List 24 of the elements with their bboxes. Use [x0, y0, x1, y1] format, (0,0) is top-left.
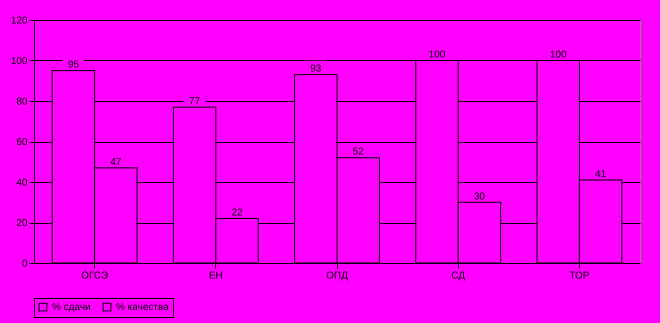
y-tick-label: 100 — [10, 56, 28, 67]
x-tick-label: СД — [451, 270, 466, 282]
x-tick-label: ОГСЭ — [81, 270, 108, 282]
x-tick-label: ОПД — [326, 270, 348, 282]
data-label: 77 — [189, 96, 201, 108]
data-label: 100 — [428, 50, 446, 60]
y-tick-label: 120 — [10, 16, 28, 26]
y-tick-label: 20 — [16, 218, 28, 229]
data-label: 41 — [595, 168, 607, 180]
data-label: 30 — [474, 191, 486, 202]
y-tick-label: 80 — [16, 96, 28, 108]
data-label: 47 — [110, 156, 122, 168]
data-label: 95 — [68, 60, 80, 71]
y-tick-label: 40 — [16, 178, 28, 188]
x-tick-label: ЕН — [208, 270, 223, 282]
x-tick-label: ТОР — [569, 270, 590, 282]
data-label: 22 — [231, 207, 244, 218]
legend-label: % сдачи — [52, 302, 91, 314]
data-label: 100 — [550, 50, 567, 60]
y-tick-label: 60 — [16, 137, 28, 148]
y-tick-label: 0 — [22, 258, 28, 270]
data-label: 52 — [352, 146, 364, 158]
legend-label: % качества — [116, 302, 170, 314]
data-label: 93 — [310, 64, 322, 75]
